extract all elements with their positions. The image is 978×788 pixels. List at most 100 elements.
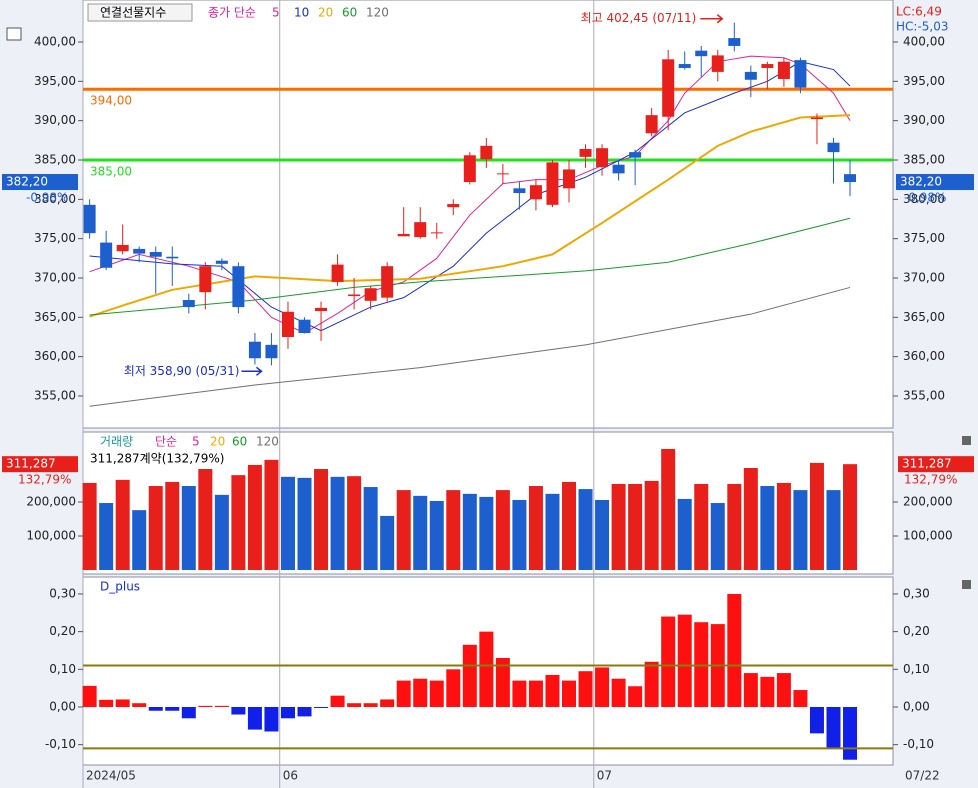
y-tick-label: 0,20	[49, 624, 76, 638]
volume-bar	[562, 481, 576, 570]
volume-bar	[644, 480, 659, 570]
y-tick-label: 365,00	[903, 310, 945, 324]
volume-bar	[710, 503, 725, 570]
candle-body	[744, 71, 757, 80]
candle-body	[265, 344, 278, 359]
candle-body	[794, 60, 807, 88]
dplus-bar	[413, 678, 428, 707]
dplus-bar	[231, 706, 246, 715]
y-tick-label: 370,00	[903, 270, 945, 284]
dplus-bar	[247, 706, 262, 730]
volume-bar	[297, 477, 312, 570]
last-date: 07/22	[905, 769, 940, 783]
volume-bar	[115, 479, 130, 570]
candle-body	[711, 55, 724, 72]
dplus-title: D_plus	[100, 580, 140, 594]
y-tick-label: 390,00	[34, 113, 76, 127]
candle-body	[695, 50, 708, 57]
x-tick-label: 06	[283, 769, 298, 783]
candle-body	[728, 38, 741, 46]
ma-period: 120	[256, 435, 279, 449]
dplus-bar	[82, 685, 97, 707]
candle-body	[149, 252, 162, 257]
volume-bar	[99, 503, 114, 570]
volume-bar	[578, 489, 593, 570]
volume-bar	[826, 490, 841, 570]
candle-body	[430, 232, 443, 234]
candle-body	[546, 162, 559, 205]
volume-bar	[363, 487, 378, 570]
dplus-bar	[396, 680, 411, 707]
candle-body	[199, 266, 212, 293]
candle-body	[83, 204, 96, 234]
y-tick-label: 100,000	[903, 528, 953, 542]
y-tick-label: 390,00	[903, 113, 945, 127]
price-label: 382,20	[900, 175, 942, 189]
dplus-bar	[280, 706, 295, 719]
candle-body	[116, 244, 129, 252]
dplus-bar	[347, 703, 362, 707]
close-icon[interactable]	[962, 580, 971, 589]
volume-bar	[760, 486, 775, 570]
close-icon[interactable]	[962, 436, 971, 445]
ma-label: 종가 단순	[208, 6, 256, 20]
lc-label: LC:6,49	[896, 5, 942, 19]
candle-body	[298, 319, 311, 334]
dplus-bar	[809, 706, 824, 734]
volume-bar	[82, 482, 97, 570]
volume-bar	[132, 510, 147, 570]
dplus-bar	[512, 680, 527, 707]
candle-body	[463, 155, 476, 183]
volume-bar	[743, 468, 758, 570]
dplus-bar	[528, 680, 543, 707]
y-tick-label: 0,30	[49, 586, 76, 600]
dplus-bar	[297, 706, 312, 717]
candle-body	[529, 185, 542, 200]
dplus-bar	[661, 616, 676, 707]
y-tick-label: 385,00	[903, 152, 945, 166]
volume-bar	[148, 486, 163, 570]
y-tick-label: 375,00	[34, 231, 76, 245]
volume-bar	[843, 464, 858, 570]
volume-bar	[611, 483, 626, 570]
high-note: 최고 402,45 (07/11)	[581, 11, 697, 25]
y-tick-label: 0,20	[903, 624, 930, 638]
table-icon[interactable]	[6, 27, 22, 41]
dplus-bar	[330, 695, 345, 707]
ma-line	[89, 286, 851, 407]
candle-body	[182, 300, 195, 308]
candle-body	[662, 59, 675, 117]
ma-period: 10	[294, 6, 309, 20]
low-note: 최저 358,90 (05/31)	[124, 364, 240, 378]
volume-bar	[247, 464, 262, 570]
y-tick-label: 360,00	[903, 349, 945, 363]
price-box	[2, 174, 78, 191]
ma-line	[89, 55, 851, 334]
arrow	[241, 366, 263, 376]
hc-label: HC:-5,03	[896, 20, 949, 34]
candle-body	[364, 288, 377, 301]
dplus-bar	[578, 671, 593, 707]
volume-bar	[528, 486, 543, 570]
volume-bar	[231, 475, 246, 570]
title-box	[87, 3, 193, 22]
candle-body	[480, 145, 493, 160]
volume-bar	[280, 476, 295, 570]
dplus-bar	[479, 631, 494, 707]
y-tick-label: 355,00	[34, 388, 76, 402]
candle-body	[596, 148, 609, 168]
dplus-bar	[214, 705, 229, 707]
y-tick-label: 360,00	[34, 349, 76, 363]
candle-body	[397, 233, 410, 237]
candle-body	[248, 341, 261, 359]
ma-line	[89, 114, 851, 318]
dplus-bar	[677, 614, 692, 707]
change-label: -0,98%	[904, 191, 946, 205]
candle-body	[629, 152, 642, 158]
dplus-bar	[628, 686, 643, 707]
y-tick-label: 365,00	[34, 310, 76, 324]
y-tick-label: 380,00	[34, 192, 76, 206]
ma-period: 60	[342, 6, 357, 20]
y-tick-label: 100,000	[26, 528, 76, 542]
y-tick-label: 355,00	[903, 388, 945, 402]
